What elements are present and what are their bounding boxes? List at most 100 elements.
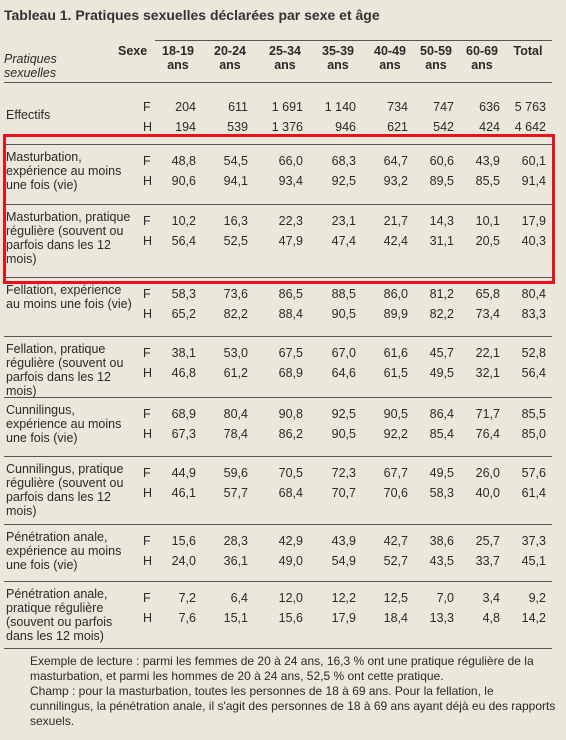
sex-cell: H: [143, 234, 153, 248]
value-cell: 83,3: [521, 307, 546, 321]
value-cell: 38,1: [171, 346, 196, 360]
note: Champ : pour la masturbation, toutes les…: [30, 684, 556, 728]
value-cell: 82,2: [429, 307, 454, 321]
value-cell: 67,5: [278, 346, 303, 360]
header-cell: 35-39 ans: [322, 44, 354, 72]
value-cell: 64,7: [383, 154, 408, 168]
rule: [4, 581, 552, 582]
value-cell: 70,5: [278, 466, 303, 480]
value-cell: 68,9: [278, 366, 303, 380]
value-cell: 92,2: [383, 427, 408, 441]
sex-cell: F: [143, 591, 151, 605]
sex-cell: H: [143, 307, 153, 321]
value-cell: 20,5: [475, 234, 500, 248]
value-cell: 28,3: [223, 534, 248, 548]
value-cell: 9,2: [528, 591, 546, 605]
row-label: Fellation, pratique régulière (souvent o…: [6, 342, 124, 398]
row-label: Masturbation, expérience au moins une fo…: [6, 150, 122, 192]
value-cell: 15,1: [223, 611, 248, 625]
value-cell: 539: [227, 120, 248, 134]
value-cell: 18,4: [383, 611, 408, 625]
sex-cell: F: [143, 407, 151, 421]
value-cell: 43,5: [429, 554, 454, 568]
value-cell: 89,9: [383, 307, 408, 321]
value-cell: 73,4: [475, 307, 500, 321]
row-label: Cunnilingus, pratique régulière (souvent…: [6, 462, 124, 518]
note: Exemple de lecture : parmi les femmes de…: [30, 654, 534, 683]
value-cell: 47,9: [278, 234, 303, 248]
value-cell: 54,9: [331, 554, 356, 568]
sex-cell: F: [143, 287, 151, 301]
row-label: Masturbation, pratique régulière (souven…: [6, 210, 131, 266]
value-cell: 90,5: [331, 427, 356, 441]
value-cell: 70,6: [383, 486, 408, 500]
value-cell: 93,2: [383, 174, 408, 188]
value-cell: 64,6: [331, 366, 356, 380]
value-cell: 38,6: [429, 534, 454, 548]
value-cell: 611: [228, 100, 248, 114]
value-cell: 424: [479, 120, 500, 134]
value-cell: 61,2: [223, 366, 248, 380]
header-cell: 40-49 ans: [374, 44, 406, 72]
value-cell: 86,0: [383, 287, 408, 301]
value-cell: 56,4: [171, 234, 196, 248]
value-cell: 82,2: [223, 307, 248, 321]
value-cell: 7,6: [178, 611, 196, 625]
value-cell: 73,6: [223, 287, 248, 301]
value-cell: 68,4: [278, 486, 303, 500]
rule: [155, 40, 552, 41]
header-cell: 18-19 ans: [162, 44, 194, 72]
value-cell: 542: [433, 120, 454, 134]
value-cell: 56,4: [521, 366, 546, 380]
value-cell: 747: [433, 100, 454, 114]
value-cell: 58,3: [171, 287, 196, 301]
value-cell: 6,4: [230, 591, 248, 605]
value-cell: 90,5: [331, 307, 356, 321]
sex-cell: H: [143, 611, 153, 625]
value-cell: 4 642: [514, 120, 546, 134]
value-cell: 40,0: [475, 486, 500, 500]
value-cell: 90,8: [278, 407, 303, 421]
value-cell: 91,4: [521, 174, 546, 188]
rule: [4, 277, 552, 278]
value-cell: 93,4: [278, 174, 303, 188]
value-cell: 94,1: [223, 174, 248, 188]
value-cell: 621: [387, 120, 408, 134]
value-cell: 86,5: [278, 287, 303, 301]
row-label: Pénétration anale, expérience au moins u…: [6, 530, 122, 572]
rule: [4, 397, 552, 398]
value-cell: 67,7: [383, 466, 408, 480]
value-cell: 1 691: [271, 100, 303, 114]
value-cell: 12,5: [383, 591, 408, 605]
value-cell: 61,4: [521, 486, 546, 500]
value-cell: 67,0: [331, 346, 356, 360]
value-cell: 61,6: [383, 346, 408, 360]
row-label: Effectifs: [6, 108, 51, 122]
value-cell: 17,9: [521, 214, 546, 228]
value-cell: 42,9: [278, 534, 303, 548]
value-cell: 42,7: [383, 534, 408, 548]
value-cell: 33,7: [475, 554, 500, 568]
value-cell: 636: [479, 100, 500, 114]
value-cell: 68,3: [331, 154, 356, 168]
value-cell: 46,1: [171, 486, 196, 500]
value-cell: 3,4: [482, 591, 500, 605]
value-cell: 15,6: [278, 611, 303, 625]
value-cell: 45,7: [429, 346, 454, 360]
value-cell: 88,4: [278, 307, 303, 321]
value-cell: 36,1: [223, 554, 248, 568]
value-cell: 12,2: [331, 591, 356, 605]
value-cell: 81,2: [429, 287, 454, 301]
value-cell: 45,1: [521, 554, 546, 568]
value-cell: 70,7: [331, 486, 356, 500]
value-cell: 7,2: [178, 591, 196, 605]
value-cell: 80,4: [521, 287, 546, 301]
value-cell: 76,4: [475, 427, 500, 441]
value-cell: 86,4: [429, 407, 454, 421]
value-cell: 92,5: [331, 407, 356, 421]
sex-cell: H: [143, 554, 153, 568]
value-cell: 54,5: [223, 154, 248, 168]
value-cell: 44,9: [171, 466, 196, 480]
value-cell: 24,0: [171, 554, 196, 568]
row-label: Pénétration anale, pratique régulière (s…: [6, 587, 113, 643]
